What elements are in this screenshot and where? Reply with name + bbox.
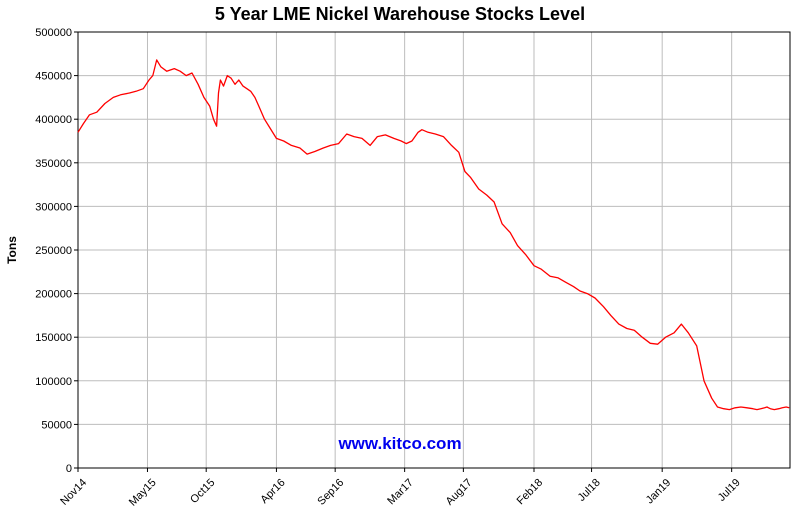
series-line <box>77 59 790 411</box>
x-tick-label: Apr16 <box>258 477 287 506</box>
x-tick-label: Nov14 <box>58 477 89 508</box>
y-tick-label: 450000 <box>35 71 72 83</box>
y-tick-label: 200000 <box>35 289 72 301</box>
x-tick-label: Aug17 <box>444 477 475 508</box>
y-tick-label: 250000 <box>35 245 72 257</box>
x-tick-label: Oct15 <box>188 477 217 506</box>
series-layer <box>77 59 790 411</box>
x-axis-ticks: Nov14 May15 Oct15 Apr16 Sep16 Mar17 Aug17 Feb18… <box>58 468 743 509</box>
watermark-text: www.kitco.com <box>337 434 461 453</box>
x-tick-label: Jan19 <box>644 477 674 507</box>
x-tick-label: Jul19 <box>716 477 743 504</box>
x-tick-label: Jul18 <box>576 477 603 504</box>
y-tick-label: 300000 <box>35 201 72 213</box>
chart-title: 5 Year LME Nickel Warehouse Stocks Level <box>214 4 586 24</box>
x-tick-label: Sep16 <box>315 477 346 508</box>
y-tick-label: 100000 <box>35 376 72 388</box>
gridlines <box>77 31 790 469</box>
x-tick-label: Feb18 <box>515 477 546 508</box>
x-tick-label: May15 <box>127 477 159 509</box>
y-tick-label: 50000 <box>41 419 72 431</box>
y-axis-label: Tons <box>5 236 19 264</box>
y-tick-label: 400000 <box>35 114 72 126</box>
y-tick-label: 0 <box>66 463 72 475</box>
x-tick-label: Mar17 <box>385 477 416 508</box>
y-axis-ticks: 0 50000 100000 150000 200000 250000 300000 3500… <box>35 27 78 475</box>
y-tick-label: 150000 <box>35 332 72 344</box>
y-tick-label: 350000 <box>35 158 72 170</box>
y-tick-label: 500000 <box>35 27 72 39</box>
